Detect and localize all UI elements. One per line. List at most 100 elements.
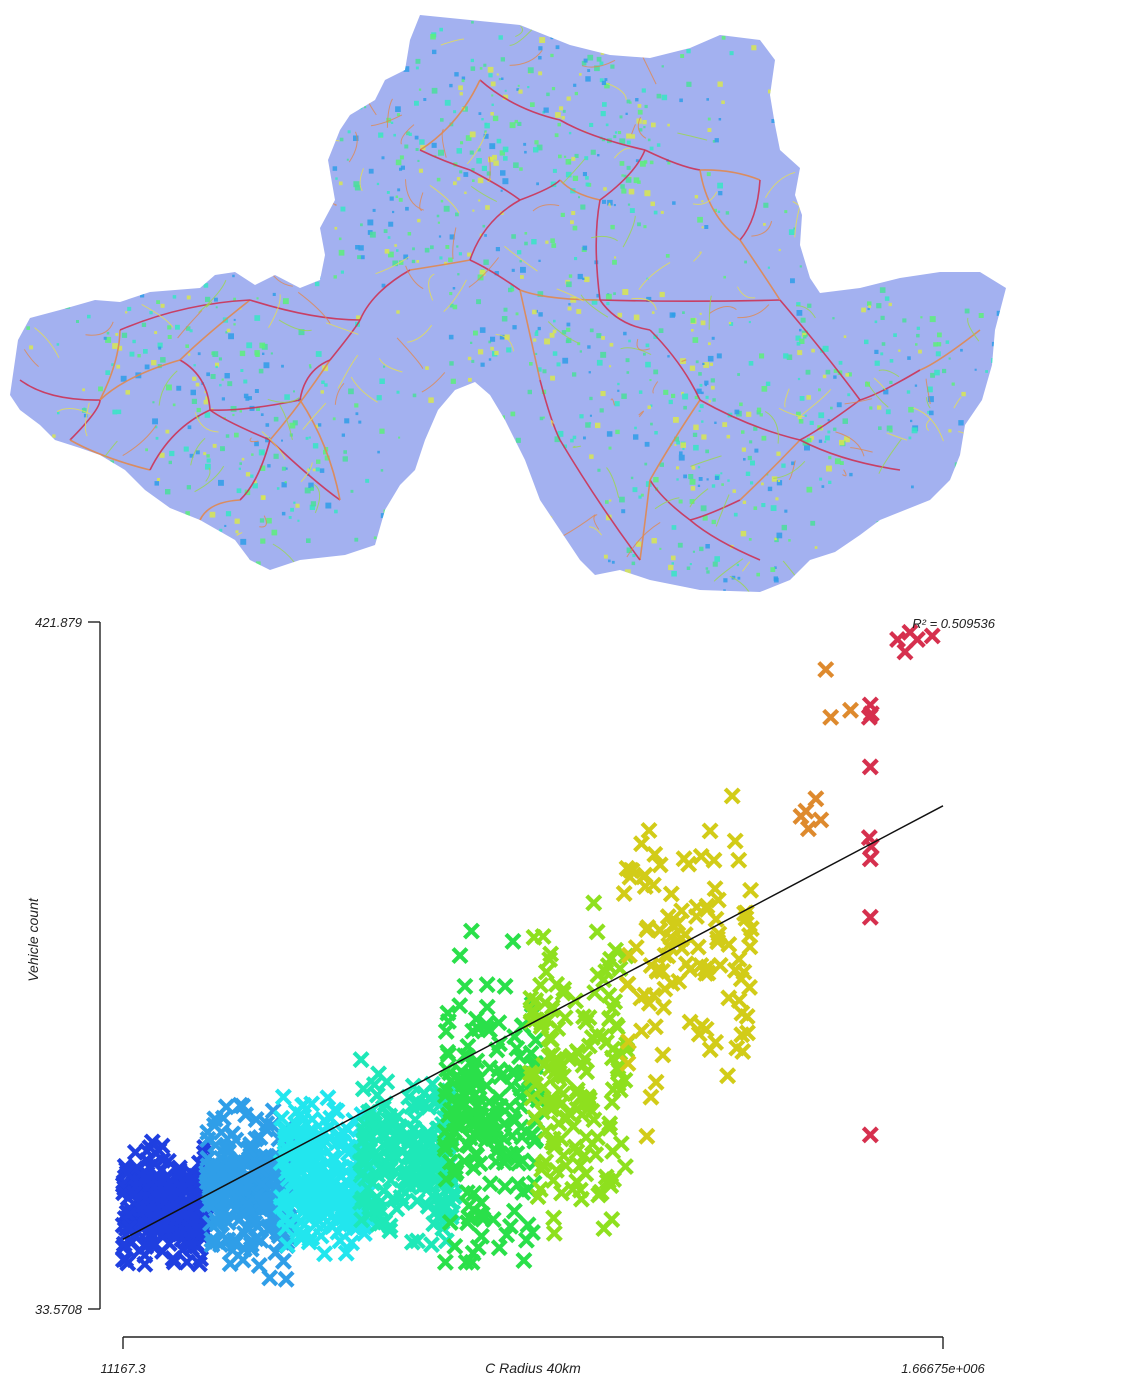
scatter-point [515,1252,533,1269]
scatter-point [842,701,859,719]
scatter-point [737,909,755,927]
scatter-point [432,1192,450,1210]
scatter-point [387,1163,404,1181]
scatter-point [436,1140,454,1158]
scatter-point [706,880,724,898]
scatter-point [548,1059,566,1077]
scatter-point [149,1174,167,1192]
scatter-point [343,1234,361,1252]
scatter-point [422,1236,440,1254]
scatter-point [567,992,585,1010]
scatter-point [677,955,695,973]
scatter-point [496,977,514,995]
scatter-point [737,904,755,922]
scatter-point [861,908,879,926]
scatter-point [424,1187,442,1205]
scatter-point [478,998,496,1016]
scatter-point [478,976,496,994]
scatter-point [278,1140,296,1158]
scatter-point [618,859,636,877]
scatter-point [253,1175,271,1193]
scatter-point [319,1118,337,1136]
scatter-point [356,1154,374,1172]
scatter-point [738,1008,756,1026]
scatter-point [526,993,544,1011]
scatter-point [619,1033,637,1050]
scatter-point [640,821,658,839]
scatter-point [359,1138,377,1156]
scatter-point [441,1214,459,1232]
scatter-point [822,708,840,726]
scatter-point [439,1043,457,1061]
scatter-point [598,1033,616,1051]
scatter-point [292,1153,310,1171]
scatter-point [799,820,817,838]
y-tick-label-min: 33.5708 [35,1302,83,1317]
scatter-point [436,1253,454,1271]
scatter-point [732,970,750,988]
scatter-point [157,1179,175,1197]
scatter-point [741,938,759,956]
scatter-point [531,1180,549,1198]
scatter-point [504,932,522,950]
scatter-point [812,811,830,829]
scatter-point [472,1227,490,1245]
scatter-point [580,1037,598,1055]
scatter-point [633,835,651,853]
scatter-point [467,1145,485,1163]
scatter-point [673,902,691,920]
scatter-point [252,1161,270,1179]
scatter-point [533,1160,551,1178]
scatter-point [699,964,717,982]
scatter-point [273,1109,291,1127]
scatter-point [728,1039,746,1057]
scatter-point [373,1161,391,1179]
scatter-point [316,1245,334,1263]
scatter-point [607,941,625,959]
scatter-point [376,1095,394,1113]
scatter-point [478,1020,496,1038]
scatter-point [356,1193,374,1211]
scatter-point [294,1224,312,1242]
scatter-point [923,627,941,645]
scatter-point [604,1081,622,1099]
scatter-point [369,1215,387,1233]
scatter-point [463,1253,481,1271]
scatter-point [908,630,926,648]
scatter-point [513,1152,531,1170]
scatter-point [454,1076,472,1094]
scatter-point [481,1059,499,1077]
scatter-point [577,1013,595,1031]
scatter-point [646,1018,664,1036]
scatter-point [114,1251,132,1269]
scatter-point [451,1095,469,1113]
x-tick-label-max: 1.66675e+006 [901,1361,985,1376]
scatter-point [550,1081,568,1099]
scatter-point [619,1054,637,1072]
scatter-point [602,950,619,968]
scatter-point [642,1088,660,1106]
scatter-point [467,1076,485,1094]
scatter-point [689,938,707,956]
x-axis: 11167.3 1.66675e+006 C Radius 40km [100,1336,986,1376]
scatter-point [442,1130,460,1148]
scatter-point [465,1184,483,1202]
scatter-point [214,1109,232,1127]
scatter-point [192,1250,210,1268]
scatter-point [203,1231,221,1249]
scatter-point [730,851,748,869]
scatter-point [522,1069,540,1087]
scatter-point [654,1046,672,1064]
scatter-point [545,1209,563,1227]
scatter-point [595,1220,613,1238]
scatter-point [334,1134,352,1152]
scatter-point [708,929,726,947]
scatter-point [692,847,710,865]
scatter-point [152,1162,170,1180]
scatter-point [120,1218,138,1236]
region-map [0,0,1140,600]
scatter-point [889,630,907,648]
scatter-point [459,1214,477,1232]
scatter-point [403,1233,421,1251]
scatter-point [451,997,469,1015]
